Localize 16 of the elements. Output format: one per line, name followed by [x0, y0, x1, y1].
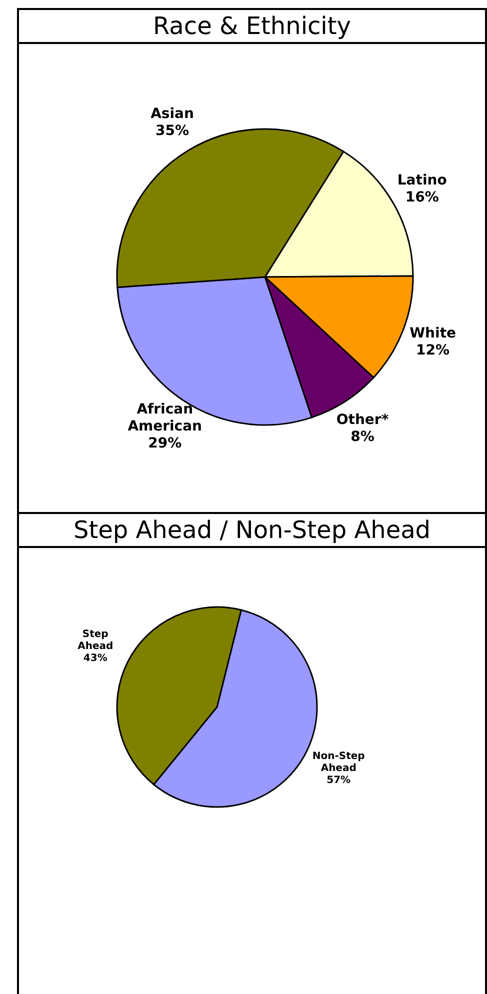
slice-label: Asian	[150, 106, 194, 122]
slice-label: Step Ahead	[78, 628, 114, 652]
data-label: 12%	[416, 342, 450, 359]
chart-title: Step Ahead / Non-Step Ahead	[19, 514, 485, 548]
slice-label: Latino	[397, 172, 448, 189]
data-label: 16%	[405, 190, 439, 206]
slice-label: African American	[128, 402, 202, 435]
slice-label: Other*	[336, 412, 390, 428]
slice-label: White	[410, 326, 456, 342]
data-label: 8%	[350, 428, 374, 445]
data-label: 57%	[326, 774, 351, 786]
chart-title: Race & Ethnicity	[19, 10, 485, 44]
slice-label: Non-Step Ahead	[312, 750, 365, 774]
data-label: 43%	[83, 652, 108, 664]
data-label: 35%	[156, 123, 190, 140]
data-label: 29%	[148, 436, 182, 452]
